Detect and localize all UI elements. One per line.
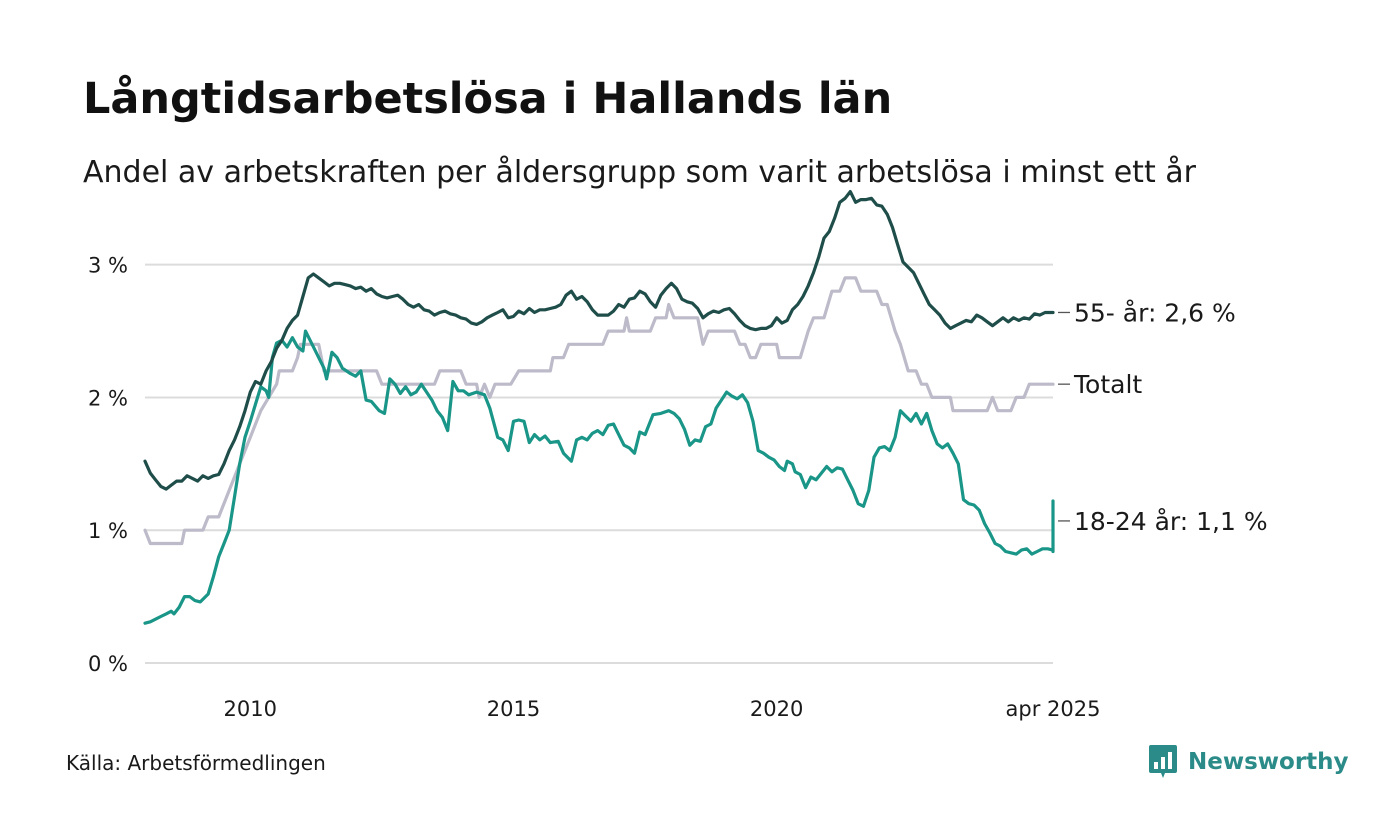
chart-title: Långtidsarbetslösa i Hallands län — [83, 74, 893, 124]
y-tick-label: 3 % — [88, 254, 128, 278]
y-tick-label: 1 % — [88, 519, 128, 543]
x-tick-label: apr 2025 — [1006, 697, 1101, 721]
series-line-55 — [143, 190, 1055, 491]
series-end-label: Totalt — [1073, 370, 1142, 399]
series-line-total — [143, 276, 1055, 546]
y-tick-label: 2 % — [88, 386, 128, 410]
series-end-labels: Totalt 18-24 år: 1,1 % 55- år: 2,6 % — [1058, 298, 1268, 536]
brand-logo: Newsworthy — [1148, 744, 1349, 780]
series-line-18_24 — [143, 329, 1055, 625]
chart-subtitle: Andel av arbetskraften per åldersgrupp s… — [83, 155, 1196, 190]
x-axis-ticks: 2010 2015 2020 apr 2025 — [224, 697, 1101, 721]
brand-name: Newsworthy — [1188, 749, 1349, 775]
x-tick-label: 2010 — [224, 697, 277, 721]
series-end-label: 55- år: 2,6 % — [1074, 298, 1236, 327]
gridlines — [145, 263, 1053, 664]
series-end-label: 18-24 år: 1,1 % — [1074, 507, 1268, 536]
bar-chart-icon — [1149, 745, 1177, 778]
y-tick-label: 0 % — [88, 652, 128, 676]
source-note: Källa: Arbetsförmedlingen — [66, 751, 326, 775]
x-tick-label: 2020 — [750, 697, 803, 721]
series-lines — [143, 190, 1055, 625]
y-axis-ticks: 0 % 1 % 2 % 3 % — [88, 254, 128, 676]
x-tick-label: 2015 — [487, 697, 540, 721]
